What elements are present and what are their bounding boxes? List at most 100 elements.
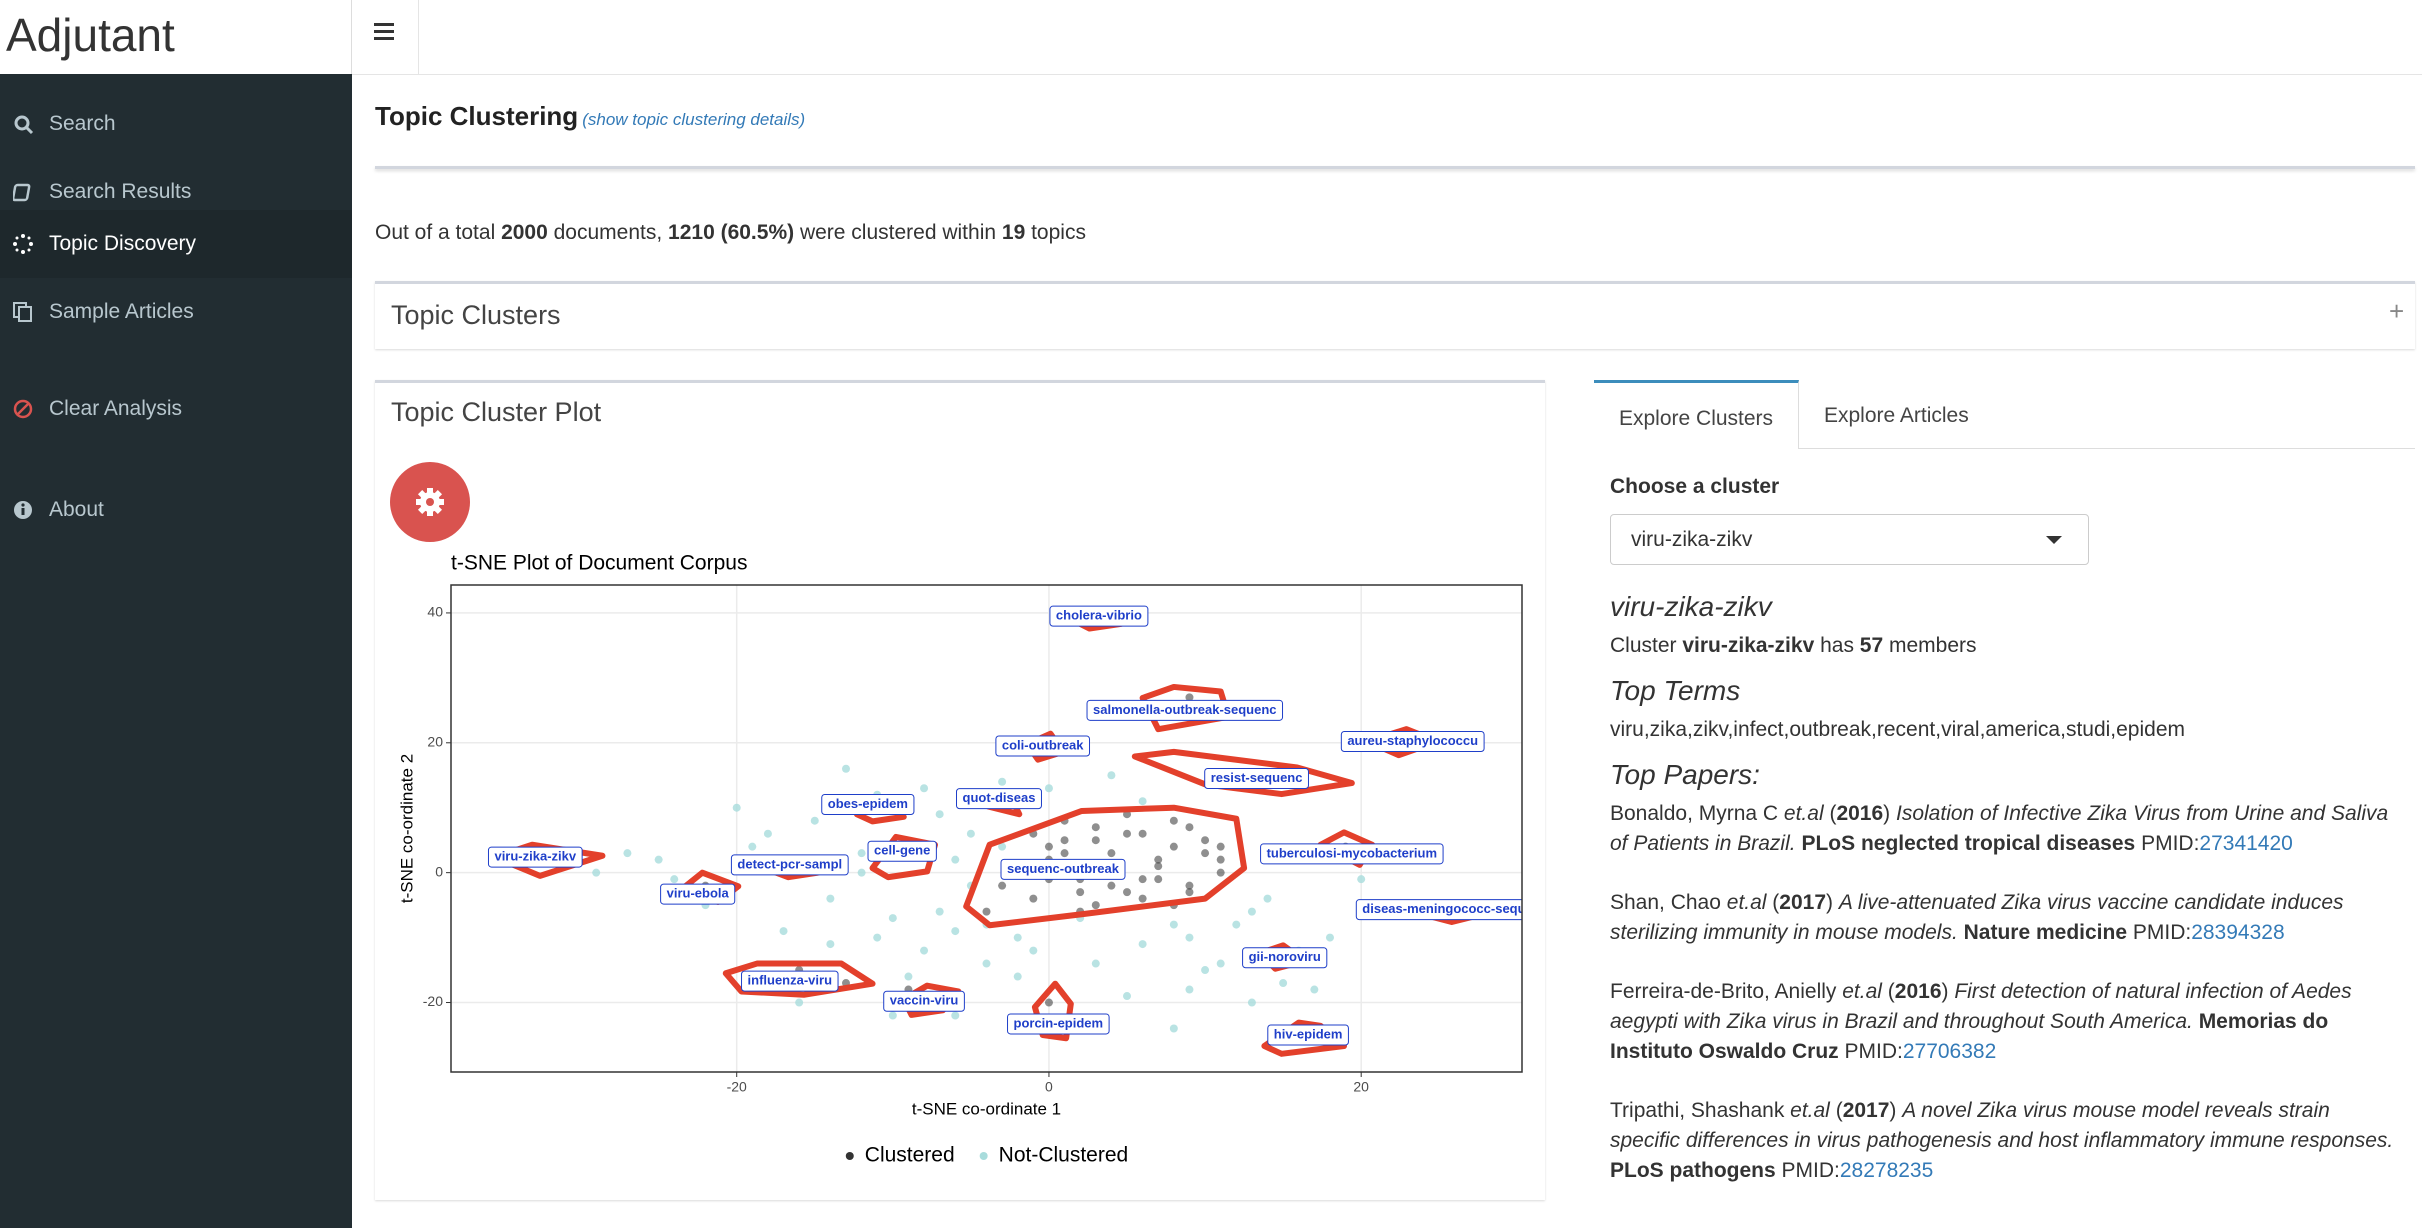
cluster-label: diseas-meningococc-sequ [1355,899,1522,921]
x-tick-label: 20 [1353,1079,1369,1095]
text-segment: 2016 [1894,980,1942,1003]
text-segment: topics [1025,221,1086,244]
point [1185,888,1194,897]
label-box [1204,768,1309,790]
label-box [821,793,915,815]
label-text: porcin-epidem [1014,1015,1104,1030]
text-segment: PLoS neglected tropical diseases [1801,832,2136,855]
label-box [956,788,1042,810]
text-segment: 2017 [1779,891,1827,914]
point [1013,933,1022,942]
legend-marker [845,1152,854,1160]
topic-clusters-box: Topic Clusters + [375,281,2415,349]
cluster-label: resist-sequenc [1204,768,1309,790]
point [1185,933,1194,942]
pmid-link[interactable]: 27341420 [2199,832,2293,855]
text-segment: ( [1881,980,1895,1003]
point [857,849,866,858]
pmid-link[interactable]: 27706382 [1902,1040,1997,1063]
nav-label: Search [49,112,116,135]
nav-label: Clear Analysis [49,397,183,420]
point [1263,894,1272,903]
point [935,810,944,819]
cluster-label: salmonella-outbreak-sequenc [1086,699,1284,721]
point [951,1011,960,1020]
text-segment: A novel Zika virus mouse model reveals s… [1610,1099,2394,1152]
point [1138,797,1147,806]
point [935,907,944,916]
tab[interactable]: Explore Clusters [1594,380,1800,449]
plot-border [450,584,1523,1073]
point [1138,829,1147,838]
nav-item[interactable]: Clear Analysis [0,375,352,443]
point [1123,829,1132,838]
nav-icon [13,234,33,254]
text-segment: viru-zika-zikv [1682,634,1815,657]
point [1091,959,1100,968]
nav-label: Topic Discovery [49,232,197,255]
expand-button[interactable]: + [2389,296,2405,326]
point [857,868,866,877]
pmid-link[interactable]: 28394328 [2191,921,2285,944]
pmid-link[interactable]: 28278235 [1839,1159,1934,1182]
text-segment: Tripathi, Shashank [1610,1099,1791,1122]
point [1044,998,1053,1007]
point [1060,849,1069,858]
nav-item[interactable]: Sample Articles [0,278,352,346]
text-segment: ) [1826,891,1839,914]
point [1216,959,1225,968]
point [1216,842,1225,851]
point [982,959,991,968]
point [920,784,929,793]
nav-item[interactable]: Search [0,90,352,158]
label-box [995,735,1091,757]
tab[interactable]: Explore Articles [1824,404,1969,427]
top-bar [352,0,2422,75]
point [1185,881,1194,890]
nav-item[interactable]: About [0,476,352,544]
point [1107,881,1116,890]
label-text: gii-noroviru [1249,949,1321,964]
nav-item[interactable]: Topic Discovery [0,210,352,278]
cluster-select[interactable]: viru-zika-zikv [1610,514,2089,565]
text-segment: 2017 [1842,1099,1890,1122]
paper: Bonaldo, Myrna C et.al (2016) Isolation … [1610,799,2400,859]
text-segment: were clustered within [794,221,1002,244]
label-text: cell-gene [874,843,930,858]
point [920,946,929,955]
point [1169,842,1178,851]
label-text: tuberculosi-mycobacterium [1267,845,1438,860]
page-title: Topic Clustering [375,101,579,131]
menu-toggle[interactable] [374,23,394,44]
text-segment: et.al [1783,802,1824,825]
nav-item[interactable]: Search Results [0,158,352,226]
top-terms: viru,zika,zikv,infect,outbreak,recent,vi… [1610,718,2186,741]
point [1325,933,1334,942]
point [1201,836,1210,845]
point [826,940,835,949]
point [1232,920,1241,929]
point [1201,849,1210,858]
point [654,855,663,864]
cluster-label: coli-outbreak [995,735,1091,757]
tab-bar: Explore Clusters Explore Articles [1594,380,2415,449]
text-segment: Memorias do Instituto Oswaldo Cruz [1610,1010,2329,1063]
point [1169,816,1178,825]
cluster-label: vaccin-viru [883,990,965,1012]
label-text: salmonella-outbreak-sequenc [1093,702,1277,717]
label-box [1049,605,1149,627]
settings-button[interactable] [390,462,470,542]
point [810,816,819,825]
point [1169,1024,1178,1033]
brand[interactable]: Adjutant [0,0,352,74]
point [982,907,991,916]
y-tick-label: -20 [423,993,443,1009]
point [592,868,601,877]
text-segment: Ferreira-de-Brito, Anielly [1610,980,1843,1003]
label-box [1340,730,1485,752]
point [1216,855,1225,864]
details-link[interactable]: (show topic clustering details) [582,110,806,129]
section-heading: Top Terms [1610,675,1741,706]
nav-label: Search Results [49,180,192,203]
point [1154,862,1163,871]
